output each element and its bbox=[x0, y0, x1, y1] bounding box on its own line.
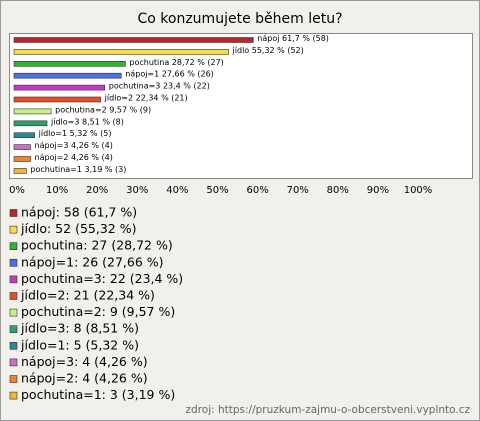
bar bbox=[13, 37, 254, 43]
legend-swatch bbox=[9, 325, 18, 334]
legend-swatch bbox=[9, 275, 18, 284]
legend-label: nápoj=2: 4 (4,26 %) bbox=[21, 371, 148, 386]
x-tick-label: 80% bbox=[327, 185, 349, 196]
bar bbox=[13, 156, 31, 162]
legend-swatch bbox=[9, 391, 18, 400]
x-tick-label: 20% bbox=[86, 185, 108, 196]
value-label: pochutina=3 23,4 % (22) bbox=[109, 82, 210, 91]
value-label: nápoj=3 4,26 % (4) bbox=[35, 141, 113, 150]
bar bbox=[13, 60, 126, 67]
x-tick-label: 100% bbox=[404, 185, 433, 196]
value-label: nápoj=2 4,26 % (4) bbox=[35, 153, 113, 162]
x-tick-label: 10% bbox=[46, 185, 68, 196]
legend-swatch bbox=[9, 341, 18, 350]
x-tick-label: 30% bbox=[126, 185, 148, 196]
x-tick-label: 90% bbox=[367, 185, 389, 196]
bar bbox=[13, 168, 27, 174]
legend-label: jídlo=1: 5 (5,32 %) bbox=[20, 337, 139, 352]
bar bbox=[13, 144, 31, 150]
legend-label: pochutina=3: 22 (23,4 %) bbox=[21, 271, 183, 286]
value-label: jídlo=1 5,32 % (5) bbox=[38, 129, 112, 138]
x-tick-label: 40% bbox=[166, 185, 188, 196]
bar bbox=[13, 120, 48, 127]
value-label: pochutina=2 9,57 % (9) bbox=[55, 105, 151, 114]
legend-swatch bbox=[9, 358, 18, 367]
legend-label: nápoj=3: 4 (4,26 %) bbox=[21, 354, 148, 369]
legend-swatch bbox=[9, 258, 18, 267]
bar bbox=[13, 96, 101, 103]
legend-swatch bbox=[9, 225, 18, 234]
legend-label: pochutina=1: 3 (3,19 %) bbox=[21, 387, 175, 402]
legend-label: nápoj=1: 26 (27,66 %) bbox=[21, 254, 164, 269]
bar bbox=[13, 49, 229, 55]
legend-swatch bbox=[9, 242, 18, 250]
legend-label: jídlo=3: 8 (8,51 %) bbox=[20, 321, 139, 336]
chart-title: Co konzumujete během letu? bbox=[138, 11, 343, 27]
x-tick-label: 60% bbox=[246, 185, 268, 196]
value-label: nápoj=1 27,66 % (26) bbox=[125, 70, 214, 79]
x-tick-label: 0% bbox=[9, 185, 25, 196]
bar bbox=[13, 108, 52, 115]
bar bbox=[13, 132, 35, 138]
legend-swatch bbox=[9, 308, 18, 317]
legend-label: pochutina=2: 9 (9,57 %) bbox=[21, 304, 175, 319]
plot-area bbox=[9, 33, 473, 179]
value-label: nápoj 61,7 % (58) bbox=[257, 34, 329, 43]
legend-label: pochutina: 27 (28,72 %) bbox=[21, 238, 173, 253]
x-tick-label: 70% bbox=[287, 185, 309, 196]
source: zdroj: https://pruzkum-zajmu-o-obcerstve… bbox=[186, 404, 471, 416]
legend-swatch bbox=[9, 292, 18, 300]
legend-label: jídlo=2: 21 (22,34 %) bbox=[20, 288, 155, 303]
bar bbox=[13, 84, 106, 91]
legend-label: jídlo: 52 (55,32 %) bbox=[20, 221, 136, 236]
legend-label: nápoj: 58 (61,7 %) bbox=[21, 205, 137, 220]
value-label: jídlo=2 22,34 % (21) bbox=[104, 94, 188, 103]
bar bbox=[13, 72, 122, 79]
value-label: jídlo 55,32 % (52) bbox=[232, 46, 304, 55]
value-label: pochutina=1 3,19 % (3) bbox=[30, 165, 126, 174]
legend-swatch bbox=[9, 209, 18, 217]
value-label: pochutina 28,72 % (27) bbox=[129, 58, 223, 67]
value-label: jídlo=3 8,51 % (8) bbox=[50, 117, 124, 126]
x-tick-label: 50% bbox=[206, 185, 228, 196]
legend-swatch bbox=[9, 375, 18, 383]
